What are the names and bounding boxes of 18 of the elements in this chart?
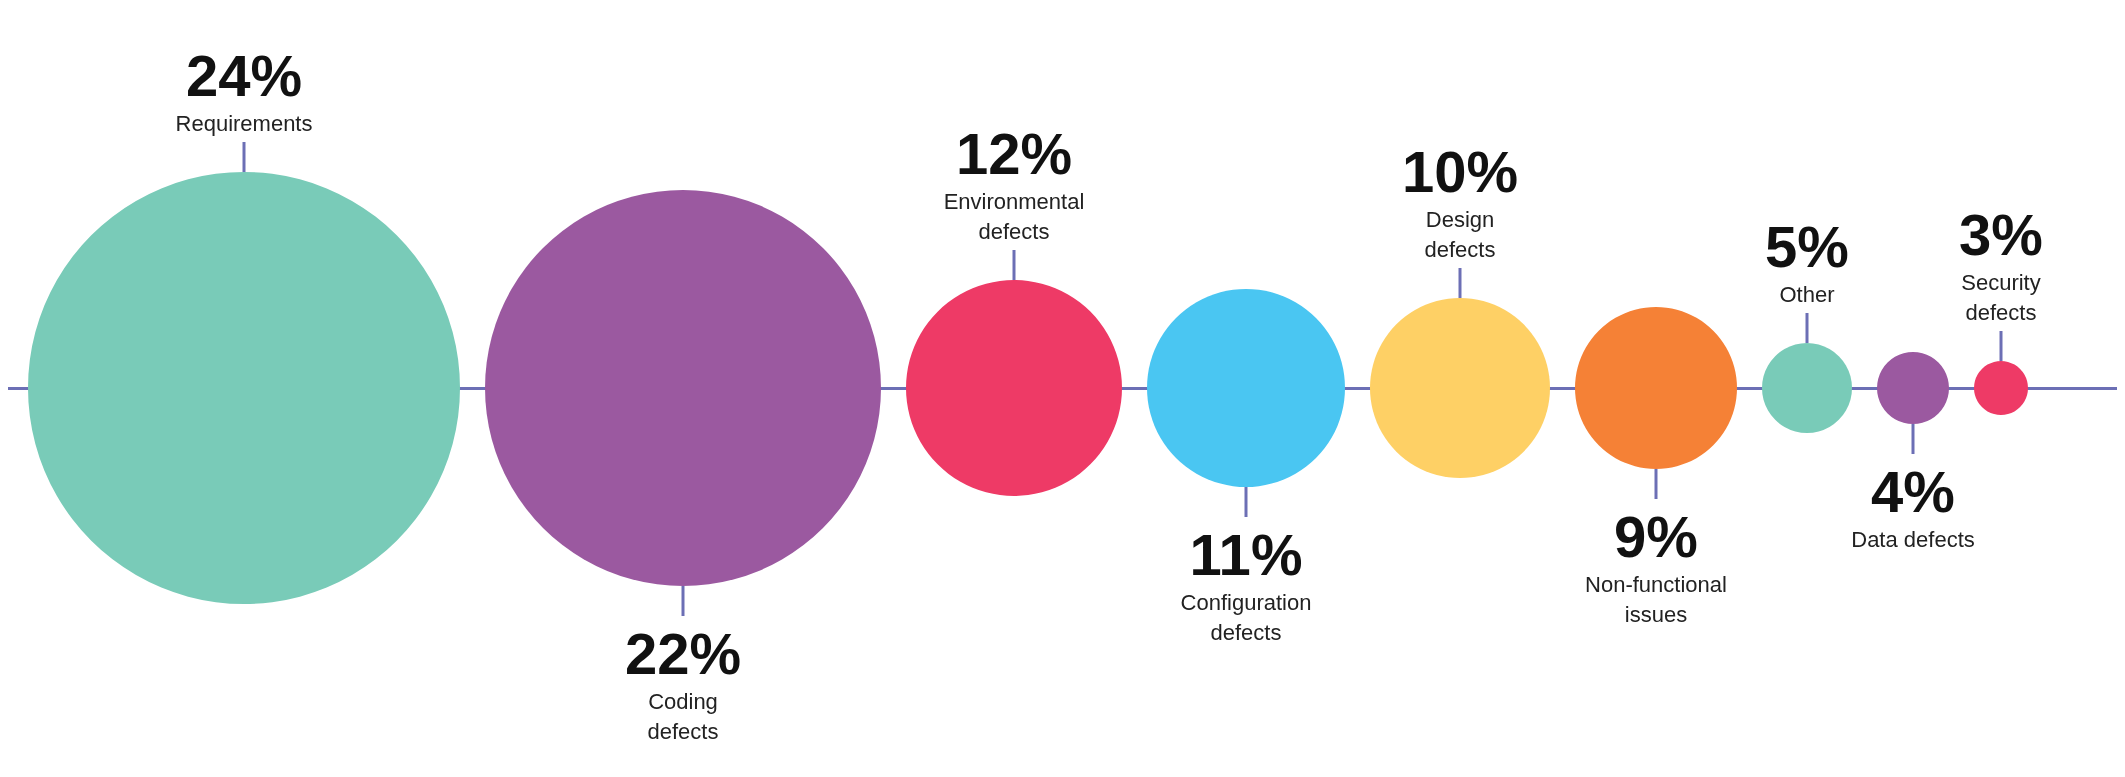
data-label: 9%	[1614, 503, 1698, 569]
data-label: 3%	[1959, 201, 2043, 267]
data-label: 5%	[1765, 213, 1849, 279]
category-label: Non-functional issues	[1585, 571, 1727, 627]
category-label: Requirements	[175, 110, 313, 136]
category-label: Security defects	[1961, 269, 2041, 325]
data-label: 22%	[624, 620, 742, 686]
data-label: 4%	[1871, 458, 1955, 524]
category-label: Configuration defects	[1180, 589, 1312, 645]
data-label: 12%	[955, 120, 1073, 186]
category-label: Other	[1779, 281, 1835, 307]
category-label: Coding defects	[647, 688, 719, 744]
data-label: 24%	[185, 42, 303, 108]
category-label: Data defects	[1851, 526, 1975, 552]
category-label: Design defects	[1424, 206, 1496, 262]
data-label: 10%	[1401, 138, 1519, 204]
category-label: Environmental defects	[943, 188, 1085, 244]
data-label: 11%	[1189, 521, 1303, 587]
